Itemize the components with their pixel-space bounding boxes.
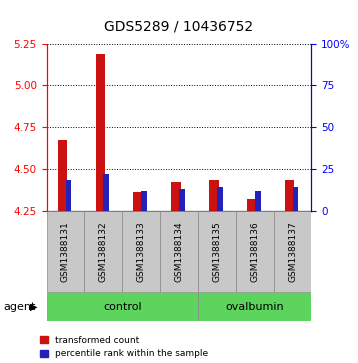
- Bar: [179, 189, 185, 211]
- Bar: [209, 180, 218, 211]
- Text: GSM1388131: GSM1388131: [61, 221, 70, 282]
- Text: control: control: [103, 302, 141, 312]
- Text: GDS5289 / 10436752: GDS5289 / 10436752: [105, 20, 253, 34]
- Bar: [47, 211, 84, 292]
- Bar: [293, 187, 299, 211]
- Text: agent: agent: [4, 302, 36, 312]
- Bar: [247, 199, 256, 211]
- Bar: [58, 140, 67, 211]
- Bar: [171, 182, 181, 211]
- Bar: [217, 187, 223, 211]
- Legend: transformed count, percentile rank within the sample: transformed count, percentile rank withi…: [40, 336, 208, 359]
- Text: GSM1388133: GSM1388133: [137, 221, 146, 282]
- Bar: [66, 180, 71, 211]
- Bar: [84, 211, 122, 292]
- Text: GSM1388137: GSM1388137: [288, 221, 297, 282]
- Bar: [141, 191, 147, 211]
- Text: ▶: ▶: [30, 302, 38, 312]
- Bar: [160, 211, 198, 292]
- Bar: [103, 174, 109, 211]
- Bar: [236, 211, 274, 292]
- Bar: [255, 191, 261, 211]
- Bar: [47, 292, 198, 321]
- Text: GSM1388134: GSM1388134: [174, 221, 184, 282]
- Bar: [285, 180, 294, 211]
- Text: ovalbumin: ovalbumin: [226, 302, 284, 312]
- Text: GSM1388135: GSM1388135: [212, 221, 221, 282]
- Bar: [198, 292, 311, 321]
- Bar: [198, 211, 236, 292]
- Text: GSM1388136: GSM1388136: [250, 221, 259, 282]
- Text: GSM1388132: GSM1388132: [99, 221, 108, 282]
- Bar: [274, 211, 311, 292]
- Bar: [122, 211, 160, 292]
- Bar: [96, 54, 105, 211]
- Bar: [134, 192, 143, 211]
